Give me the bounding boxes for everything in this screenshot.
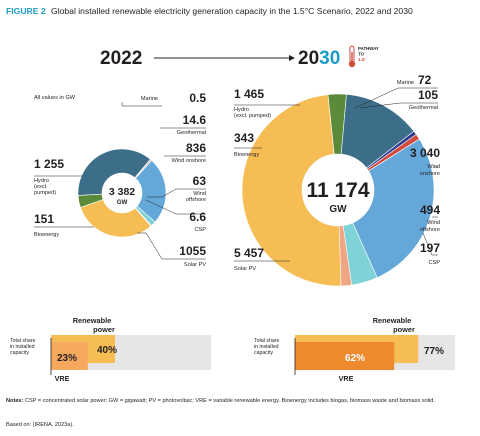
vre-value-2022: 23% xyxy=(57,353,77,364)
renewable-value-2022: 40% xyxy=(97,345,117,356)
leader-line-solar-pv-2022 xyxy=(137,232,206,260)
value-bioenergy-2022: 151 xyxy=(34,212,54,226)
figure-notes: Notes: CSP = concentrated solar power; G… xyxy=(6,398,476,406)
label-wind-onshore-2022: Wind onshore xyxy=(171,158,206,164)
share-bars-2022: Renewable power Total share in installed… xyxy=(10,316,211,383)
value-solar-pv-2030: 5 457 xyxy=(234,246,264,260)
label-marine-2030: Marine xyxy=(397,80,414,86)
leader-line-wind-offshore-2022 xyxy=(147,188,206,198)
label-geothermal-2022: Geothermal xyxy=(177,130,206,136)
row-label-2030-l1: Total share xyxy=(254,338,279,344)
label-wind-offshore-2022-l1: Wind xyxy=(193,191,206,197)
pathway-line3: 1.5° xyxy=(358,57,366,62)
pathway-line2: TO xyxy=(358,52,365,57)
value-solar-pv-2022: 1055 xyxy=(179,244,206,258)
bar-vre-2022 xyxy=(51,342,88,370)
value-csp-2022: 6.6 xyxy=(189,210,206,224)
label-hydro-2022-l1: Hydro xyxy=(34,178,49,184)
label-solar-pv-2030: Solar PV xyxy=(234,266,256,272)
value-hydro-2022: 1 255 xyxy=(34,157,64,171)
renewable-label-2030-l2: power xyxy=(393,325,415,334)
value-wind-onshore-2022: 836 xyxy=(186,141,206,155)
value-marine-2022: 0.5 xyxy=(189,91,206,105)
label-wind-onshore-2030-l2: onshore xyxy=(420,171,440,177)
figure-number: FIGURE 2 xyxy=(6,6,46,16)
value-wind-onshore-2030: 3 040 xyxy=(410,146,440,160)
vre-label-2030: VRE xyxy=(339,374,354,383)
year-2030-prefix: 20 xyxy=(298,48,319,69)
label-hydro-2022-l2: (excl. xyxy=(34,184,48,190)
notes-label: Notes: xyxy=(6,398,24,404)
value-hydro-2030: 1 465 xyxy=(234,87,264,101)
label-hydro-2030-l1: Hydro xyxy=(234,107,249,113)
row-label-2022-l2: in installed xyxy=(10,344,35,350)
value-wind-offshore-2022: 63 xyxy=(193,174,207,188)
label-csp-2030: CSP xyxy=(428,260,440,266)
notes-text: CSP = concentrated solar power; GW = gig… xyxy=(24,398,435,404)
thermometer-icon xyxy=(348,45,356,68)
value-geothermal-2022: 14.6 xyxy=(183,113,207,127)
label-csp-2022: CSP xyxy=(194,227,206,233)
share-bars-2030: Renewable power Total share in installed… xyxy=(254,316,455,383)
value-geothermal-2030: 105 xyxy=(418,88,438,102)
donut-2030 xyxy=(241,93,435,287)
leader-line-marine-2022 xyxy=(121,102,162,107)
label-geothermal-2030: Geothermal xyxy=(409,105,438,111)
row-label-2022-l1: Total share xyxy=(10,338,35,344)
slice-solar-pv-2030 xyxy=(241,94,342,287)
renewable-label-2030-l1: Renewable xyxy=(373,316,412,325)
label-wind-offshore-2030-l2: offshore xyxy=(420,227,440,233)
renewable-label-2022-l1: Renewable xyxy=(73,316,112,325)
vre-label-2022: VRE xyxy=(55,374,70,383)
label-solar-pv-2022: Solar PV xyxy=(184,262,206,268)
row-label-2022-l3: capacity xyxy=(10,350,29,356)
pathway-line1: PATHWAY xyxy=(358,46,379,51)
vre-value-2030: 62% xyxy=(345,353,365,364)
donut-2022-center xyxy=(102,173,142,213)
leader-line-geothermal-2030 xyxy=(359,102,438,109)
leader-lines-2022 xyxy=(34,102,206,260)
value-wind-offshore-2030: 494 xyxy=(420,203,440,217)
label-bioenergy-2022: Bioenergy xyxy=(34,232,59,238)
slice-csp-2022 xyxy=(134,207,152,227)
donut-2030-total: 11 174 xyxy=(306,179,369,202)
value-marine-2030: 72 xyxy=(418,73,432,87)
renewable-value-2030: 77% xyxy=(424,346,444,357)
label-bioenergy-2030: Bioenergy xyxy=(234,152,259,158)
donut-2030-center xyxy=(302,154,374,226)
value-bioenergy-2030: 343 xyxy=(234,131,254,145)
year-2030-suffix: 30 xyxy=(319,48,340,69)
label-wind-onshore-2030-l1: Wind xyxy=(427,164,440,170)
year-2022-label: 2022 xyxy=(100,48,142,69)
renewable-label-2022-l2: power xyxy=(93,325,115,334)
row-label-2030-l3: capacity xyxy=(254,350,273,356)
donut-2030-total-unit: GW xyxy=(329,204,347,215)
row-label-2030-l2: in installed xyxy=(254,344,279,350)
leader-line-csp-2030 xyxy=(422,232,438,256)
leader-line-marine-2030 xyxy=(354,87,438,109)
value-csp-2030: 197 xyxy=(420,241,440,255)
year-2030-label: 2030 xyxy=(298,48,340,69)
label-hydro-2030-l2: (excl. pumped) xyxy=(234,113,271,119)
figure-source: Based on: (IRENA, 2023a). xyxy=(6,422,74,428)
figure-title-text: Global installed renewable electricity g… xyxy=(51,6,413,16)
figure-title: FIGURE 2 Global installed renewable elec… xyxy=(6,6,413,16)
donut-2022-total-unit: GW xyxy=(117,199,128,206)
donut-2022-total: 3 382 xyxy=(109,186,135,198)
label-wind-offshore-2022-l2: offshore xyxy=(186,197,206,203)
label-hydro-2022-l3: pumped) xyxy=(34,190,56,196)
label-marine-2022: Marine xyxy=(141,96,158,102)
unit-note: All values in GW xyxy=(34,95,76,101)
leader-lines-2030 xyxy=(234,87,438,262)
leader-line-csp-2022 xyxy=(145,199,206,215)
bar-vre-2030 xyxy=(295,342,395,370)
label-wind-offshore-2030-l1: Wind xyxy=(427,220,440,226)
